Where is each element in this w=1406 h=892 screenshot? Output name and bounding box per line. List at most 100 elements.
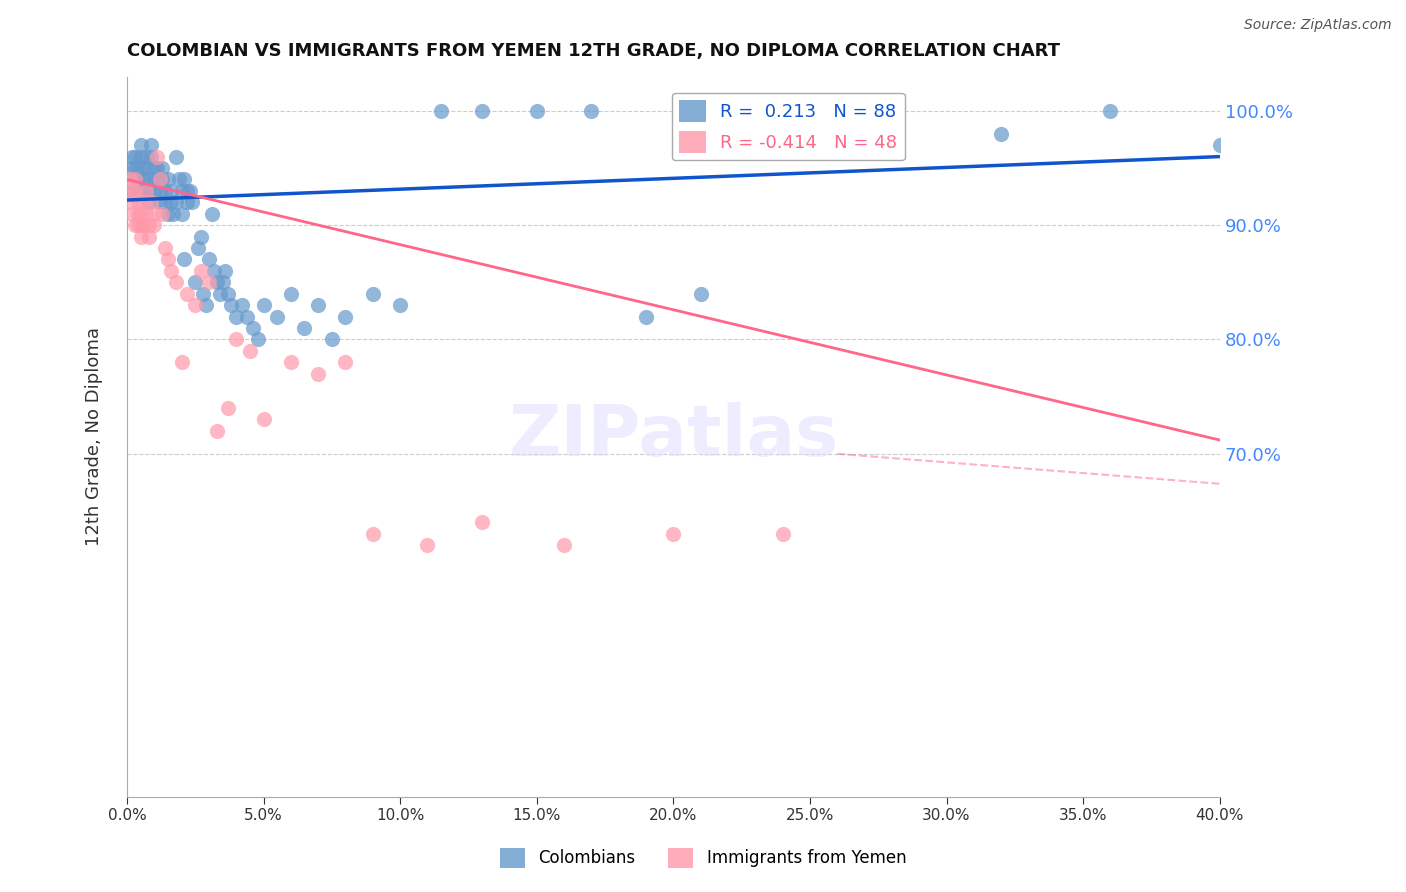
Text: COLOMBIAN VS IMMIGRANTS FROM YEMEN 12TH GRADE, NO DIPLOMA CORRELATION CHART: COLOMBIAN VS IMMIGRANTS FROM YEMEN 12TH … xyxy=(127,42,1060,60)
Point xyxy=(124,150,146,164)
Point xyxy=(184,298,207,312)
Point xyxy=(190,229,212,244)
Point xyxy=(225,333,247,347)
Point xyxy=(214,264,236,278)
Point xyxy=(176,184,198,198)
Point xyxy=(266,310,288,324)
Point xyxy=(471,103,494,118)
Point xyxy=(121,150,143,164)
Point xyxy=(772,526,794,541)
Point xyxy=(335,355,357,369)
Point xyxy=(124,218,146,232)
Y-axis label: 12th Grade, No Diploma: 12th Grade, No Diploma xyxy=(86,327,103,546)
Point xyxy=(361,286,384,301)
Point xyxy=(361,526,384,541)
Point xyxy=(121,207,143,221)
Point xyxy=(152,161,174,175)
Point xyxy=(389,298,412,312)
Point xyxy=(127,161,149,175)
Point xyxy=(118,195,141,210)
Point xyxy=(205,276,228,290)
Point xyxy=(280,355,302,369)
Point xyxy=(184,276,207,290)
Point xyxy=(135,172,157,186)
Point xyxy=(146,150,169,164)
Point xyxy=(880,115,903,129)
Point xyxy=(132,184,155,198)
Point xyxy=(553,538,575,552)
Point xyxy=(143,184,166,198)
Point xyxy=(149,184,172,198)
Point xyxy=(146,161,169,175)
Point xyxy=(193,286,215,301)
Point xyxy=(152,172,174,186)
Point xyxy=(307,298,329,312)
Point xyxy=(129,138,152,153)
Point xyxy=(153,184,176,198)
Legend: R =  0.213   N = 88, R = -0.414   N = 48: R = 0.213 N = 88, R = -0.414 N = 48 xyxy=(672,93,904,161)
Point xyxy=(176,286,198,301)
Point xyxy=(129,218,152,232)
Point xyxy=(205,424,228,438)
Point xyxy=(170,184,193,198)
Point xyxy=(127,184,149,198)
Point xyxy=(141,138,163,153)
Point xyxy=(217,286,239,301)
Point xyxy=(159,195,181,210)
Point xyxy=(156,207,179,221)
Text: Source: ZipAtlas.com: Source: ZipAtlas.com xyxy=(1244,18,1392,32)
Point xyxy=(132,161,155,175)
Point xyxy=(219,298,242,312)
Point xyxy=(167,172,190,186)
Point xyxy=(141,150,163,164)
Legend: Colombians, Immigrants from Yemen: Colombians, Immigrants from Yemen xyxy=(494,841,912,875)
Point xyxy=(170,355,193,369)
Point xyxy=(201,207,224,221)
Point xyxy=(280,286,302,301)
Point xyxy=(141,195,163,210)
Point xyxy=(321,333,343,347)
Point xyxy=(1209,138,1232,153)
Point xyxy=(198,252,221,267)
Point xyxy=(231,298,253,312)
Point xyxy=(176,195,198,210)
Point xyxy=(187,241,209,255)
Point xyxy=(118,172,141,186)
Point xyxy=(156,172,179,186)
Point xyxy=(135,150,157,164)
Point xyxy=(138,195,160,210)
Point xyxy=(236,310,259,324)
Point xyxy=(165,276,187,290)
Point xyxy=(247,333,270,347)
Point xyxy=(149,172,172,186)
Point xyxy=(124,172,146,186)
Point xyxy=(195,298,218,312)
Point xyxy=(146,172,169,186)
Point xyxy=(170,207,193,221)
Point xyxy=(159,184,181,198)
Point xyxy=(138,229,160,244)
Point xyxy=(202,264,225,278)
Point xyxy=(143,218,166,232)
Point xyxy=(121,184,143,198)
Point xyxy=(132,172,155,186)
Point xyxy=(190,264,212,278)
Point xyxy=(471,516,494,530)
Point xyxy=(118,161,141,175)
Point xyxy=(416,538,439,552)
Point xyxy=(132,195,155,210)
Point xyxy=(799,103,821,118)
Point xyxy=(135,184,157,198)
Point xyxy=(252,298,274,312)
Point xyxy=(143,207,166,221)
Point xyxy=(143,172,166,186)
Point xyxy=(127,195,149,210)
Point xyxy=(307,367,329,381)
Point xyxy=(129,229,152,244)
Point xyxy=(156,252,179,267)
Point xyxy=(526,103,548,118)
Point xyxy=(239,343,262,358)
Point xyxy=(127,207,149,221)
Point xyxy=(124,172,146,186)
Point xyxy=(127,218,149,232)
